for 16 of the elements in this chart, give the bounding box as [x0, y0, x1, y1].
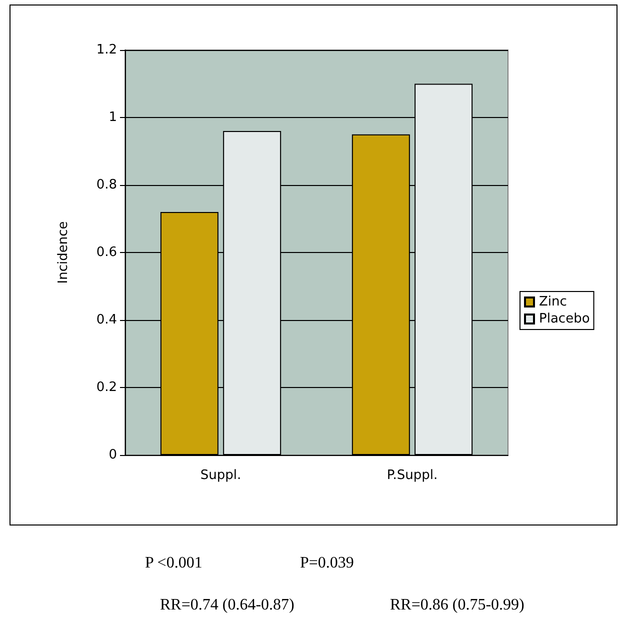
text: RR=0.86 (0.75-0.99): [390, 596, 524, 614]
y-tick-label: 0.4: [96, 312, 117, 328]
text: P <0.001: [145, 554, 202, 572]
y-axis-title: Incidence: [56, 221, 71, 284]
y-tick-label: 0.6: [96, 245, 117, 260]
x-tick-label: Suppl.: [200, 468, 242, 483]
y-tick-label: 0: [108, 448, 117, 462]
x-tick-label: P.Suppl.: [386, 468, 438, 483]
y-tick-label: 0.8: [96, 178, 117, 192]
text: P=0.039: [300, 554, 354, 572]
y-tick-label: 1: [108, 110, 117, 125]
y-tick-label: 0.2: [96, 380, 117, 395]
legend-label: Placebo: [539, 312, 590, 326]
y-tick-label: 1.2: [96, 42, 117, 58]
legend-label: Zinc: [539, 294, 567, 310]
text: RR=0.74 (0.64-0.87): [160, 596, 294, 614]
